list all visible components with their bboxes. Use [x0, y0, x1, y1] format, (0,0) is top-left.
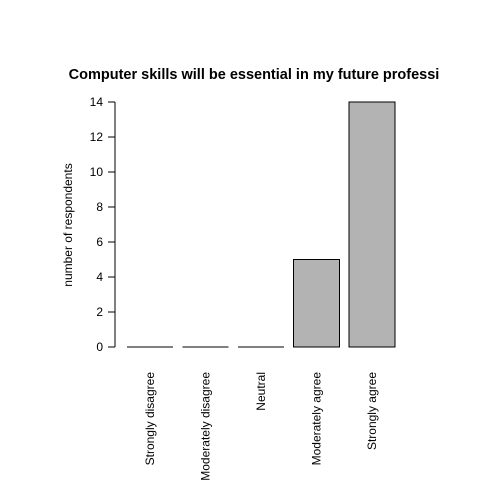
y-tick-label-0: 0: [96, 340, 103, 354]
x-tick-label-neutral: Neutral: [254, 372, 268, 411]
y-axis-label: number of respondents: [61, 163, 75, 286]
y-tick-label-12: 12: [90, 130, 104, 144]
y-tick-label-6: 6: [96, 235, 103, 249]
chart-title: Computer skills will be essential in my …: [69, 67, 440, 83]
y-tick-label-2: 2: [96, 305, 103, 319]
y-tick-label-14: 14: [90, 95, 104, 109]
bar-strongly-agree: [348, 101, 396, 348]
bar-moderately-agree: [293, 259, 340, 348]
y-tick-label-10: 10: [90, 165, 104, 179]
y-axis: 0 2 4 6 8 10 12 14: [90, 95, 116, 354]
y-tick-label-4: 4: [96, 270, 103, 284]
x-tick-label-strongly-agree: Strongly agree: [365, 372, 379, 450]
bars-layer: [127, 101, 396, 348]
x-tick-label-strongly-disagree: Strongly disagree: [143, 372, 157, 466]
x-tick-label-moderately-agree: Moderately agree: [310, 372, 324, 466]
x-tick-label-moderately-disagree: Moderately disagree: [199, 372, 213, 480]
y-tick-label-8: 8: [96, 200, 103, 214]
x-axis-labels: Strongly disagree Moderately disagree Neut…: [143, 372, 379, 480]
